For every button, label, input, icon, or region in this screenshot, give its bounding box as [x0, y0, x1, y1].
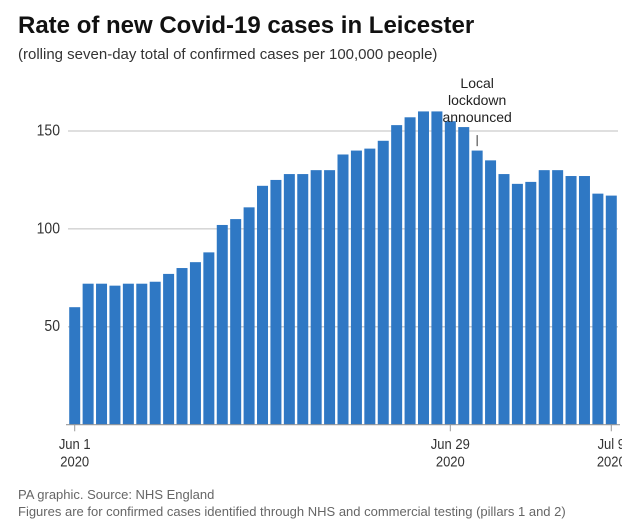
svg-text:Jun 29: Jun 29	[431, 436, 470, 452]
bar	[418, 111, 429, 424]
svg-text:150: 150	[37, 123, 60, 140]
bar	[190, 262, 201, 424]
bar	[472, 151, 483, 425]
bar	[364, 149, 375, 425]
annotation-lockdown: Local lockdown announced	[432, 75, 522, 125]
bar	[150, 282, 161, 425]
svg-text:2020: 2020	[60, 454, 89, 470]
bar-chart: 50 100 150 Jun 1 2020 Jun 29 2020 Jul 9 2020	[18, 71, 622, 480]
annotation-line3: announced	[442, 109, 511, 125]
bar	[351, 151, 362, 425]
bar	[244, 207, 255, 424]
bar	[405, 117, 416, 424]
bar	[539, 170, 550, 425]
svg-text:Jun 1: Jun 1	[59, 436, 91, 452]
bar	[552, 170, 563, 425]
bar	[83, 284, 94, 425]
bar	[69, 307, 80, 424]
bar	[123, 284, 134, 425]
bar	[203, 252, 214, 424]
bar	[498, 174, 509, 425]
footnote-line1: PA graphic. Source: NHS England	[18, 486, 622, 504]
bar	[445, 121, 456, 424]
bar	[284, 174, 295, 425]
annotation-line1: Local	[460, 75, 493, 91]
chart-title: Rate of new Covid-19 cases in Leicester	[18, 12, 622, 40]
bar	[391, 125, 402, 425]
chart-area: Local lockdown announced 50 100 150 Jun 1 20…	[18, 71, 622, 480]
bar	[324, 170, 335, 425]
bar	[431, 111, 442, 424]
bar	[136, 284, 147, 425]
footnote-line2: Figures are for confirmed cases identifi…	[18, 503, 622, 521]
bar	[257, 186, 268, 425]
footnote: PA graphic. Source: NHS England Figures …	[18, 486, 622, 521]
bar	[338, 154, 349, 424]
bar	[606, 196, 617, 425]
chart-subtitle: (rolling seven-day total of confirmed ca…	[18, 46, 622, 63]
bar	[163, 274, 174, 425]
annotation-line2: lockdown	[448, 92, 506, 108]
svg-text:Jul 9: Jul 9	[598, 436, 622, 452]
bar	[96, 284, 107, 425]
bar	[458, 127, 469, 425]
svg-text:2020: 2020	[436, 454, 465, 470]
bar	[109, 286, 120, 425]
bar	[217, 225, 228, 425]
bar	[485, 160, 496, 424]
bar	[311, 170, 322, 425]
bar	[297, 174, 308, 425]
bar	[512, 184, 523, 425]
bar	[566, 176, 577, 425]
bar	[579, 176, 590, 425]
bar	[177, 268, 188, 425]
bar	[230, 219, 241, 425]
svg-text:2020: 2020	[597, 454, 622, 470]
bar	[592, 194, 603, 425]
svg-text:50: 50	[44, 319, 60, 336]
bar	[270, 180, 281, 425]
bar	[378, 141, 389, 425]
svg-text:100: 100	[37, 221, 60, 238]
bar	[525, 182, 536, 425]
